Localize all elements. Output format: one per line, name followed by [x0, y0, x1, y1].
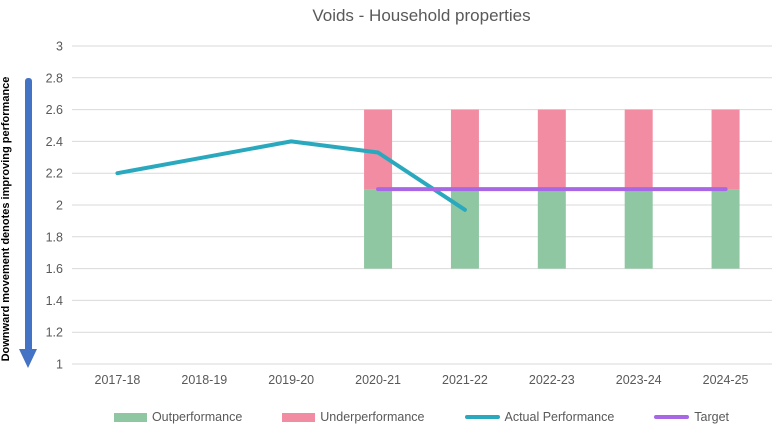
chart-legend: Outperformance Underperformance Actual Per…: [74, 405, 769, 429]
legend-label: Outperformance: [151, 410, 243, 424]
legend-item-underperformance: Underperformance: [282, 410, 425, 424]
bar-outperformance: [711, 189, 740, 269]
y-axis-tick-label: 1.6: [46, 262, 63, 276]
downward-arrow-shaft: [25, 78, 32, 350]
downward-arrow-icon: [19, 349, 37, 368]
x-axis-category-label: 2017-18: [95, 373, 141, 387]
x-axis-category-label: 2024-25: [703, 373, 749, 387]
legend-swatch-icon: [654, 415, 690, 419]
legend-label: Actual Performance: [504, 410, 615, 424]
bar-outperformance: [364, 189, 393, 269]
line-actual-performance: [115, 139, 467, 212]
legend-item-actual-performance: Actual Performance: [464, 410, 615, 424]
bar-outperformance: [624, 189, 653, 269]
y-axis-tick-label: 1: [56, 358, 63, 372]
bar-underperformance: [450, 109, 479, 190]
bar-outperformance: [537, 189, 566, 269]
x-axis-category-label: 2021-22: [442, 373, 488, 387]
x-axis-category-label: 2023-24: [616, 373, 662, 387]
legend-label: Target: [694, 410, 730, 424]
y-axis-tick-label: 2: [56, 199, 63, 213]
legend-swatch-icon: [282, 412, 316, 422]
x-axis-category-label: 2020-21: [355, 373, 401, 387]
y-axis-tick-label: 2.6: [46, 103, 63, 117]
chart-title: Voids - Household properties: [312, 6, 531, 25]
y-axis-annotation: Downward movement denotes improving perf…: [0, 76, 12, 362]
bar-underperformance: [537, 109, 566, 190]
legend-item-outperformance: Outperformance: [113, 410, 243, 424]
x-axis-category-label: 2019-20: [268, 373, 314, 387]
x-axis-category-label: 2018-19: [181, 373, 227, 387]
y-axis-tick-label: 2.4: [46, 135, 63, 149]
legend-swatch-icon: [113, 412, 147, 422]
y-axis-tick-label: 1.8: [46, 230, 63, 244]
y-axis-tick-label: 2.2: [46, 167, 63, 181]
y-axis-tick-label: 2.8: [46, 71, 63, 85]
bar-underperformance: [711, 109, 740, 190]
y-axis-tick-label: 1.2: [46, 326, 63, 340]
bar-underperformance: [624, 109, 653, 190]
x-axis-category-label: 2022-23: [529, 373, 575, 387]
legend-item-target: Target: [654, 410, 729, 424]
y-axis-tick-label: 1.4: [46, 294, 63, 308]
legend-swatch-icon: [464, 415, 500, 419]
y-axis-tick-label: 3: [56, 40, 63, 54]
legend-label: Underperformance: [320, 410, 425, 424]
